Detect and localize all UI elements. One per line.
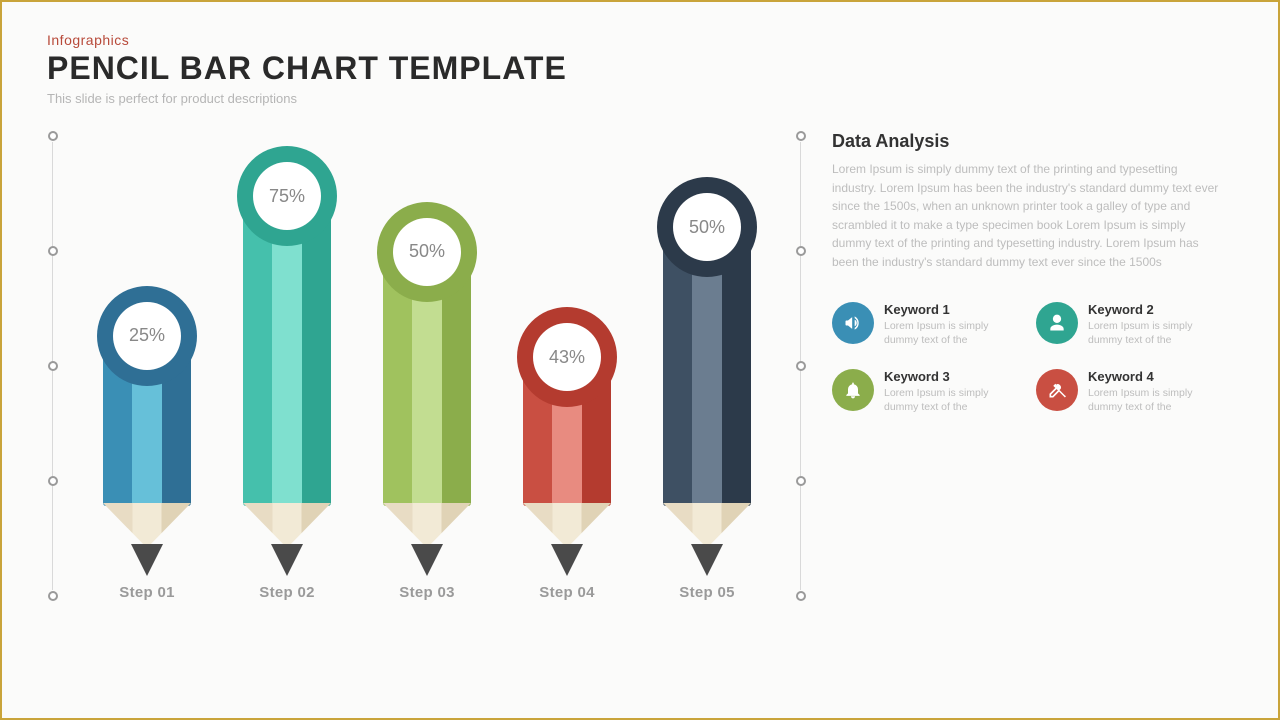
pencil-value-ring: 50% — [657, 177, 757, 277]
keyword-title: Keyword 4 — [1088, 369, 1222, 384]
keyword-title: Keyword 2 — [1088, 302, 1222, 317]
axis-tick — [796, 361, 806, 371]
pencil-value-label: 43% — [533, 323, 601, 391]
right-panel: Data Analysis Lorem Ipsum is simply dumm… — [832, 126, 1222, 646]
pencil-wood — [663, 503, 751, 548]
step-label: Step 02 — [259, 584, 314, 601]
keyword-desc: Lorem Ipsum is simply dummy text of the — [884, 386, 1018, 414]
header: Infographics PENCIL BAR CHART TEMPLATE T… — [47, 32, 1233, 106]
axis-tick — [48, 591, 58, 601]
pencil-value-ring: 25% — [97, 286, 197, 386]
subtitle: This slide is perfect for product descri… — [47, 91, 1233, 106]
pencil-column: 43% Step 04 — [502, 307, 632, 601]
keyword-item: Keyword 1 Lorem Ipsum is simply dummy te… — [832, 302, 1018, 347]
analysis-body: Lorem Ipsum is simply dummy text of the … — [832, 160, 1222, 272]
pencil-wood — [243, 503, 331, 548]
keyword-title: Keyword 1 — [884, 302, 1018, 317]
axis-tick — [48, 131, 58, 141]
user-icon — [1036, 302, 1078, 344]
pencil-value-label: 50% — [673, 193, 741, 261]
pencil-bar: 25% — [103, 286, 191, 577]
pencil-tip — [271, 544, 303, 576]
bars-container: 25% Step 01 75% Step 02 50% Step 03 43% Step 04… — [77, 126, 777, 646]
overline: Infographics — [47, 32, 1233, 48]
pencil-wood — [523, 503, 611, 548]
pencil-wood — [103, 503, 191, 548]
axis-tick — [48, 246, 58, 256]
pencil-bar-chart: 25% Step 01 75% Step 02 50% Step 03 43% Step 04… — [47, 126, 807, 646]
tools-icon — [1036, 369, 1078, 411]
pencil-value-label: 75% — [253, 162, 321, 230]
analysis-title: Data Analysis — [832, 131, 1222, 152]
pencil-column: 75% Step 02 — [222, 146, 352, 601]
axis-tick — [796, 131, 806, 141]
step-label: Step 01 — [119, 584, 174, 601]
pencil-column: 50% Step 03 — [362, 202, 492, 601]
axis-tick — [796, 591, 806, 601]
pencil-bar: 50% — [383, 202, 471, 576]
pencil-tip — [691, 544, 723, 576]
step-label: Step 03 — [399, 584, 454, 601]
pencil-bar: 75% — [243, 146, 331, 576]
axis-tick — [48, 361, 58, 371]
pencil-tip — [551, 544, 583, 576]
axis-tick — [48, 476, 58, 486]
pencil-bar: 50% — [663, 177, 751, 576]
pencil-wood — [383, 503, 471, 548]
pencil-tip — [131, 544, 163, 576]
pencil-value-ring: 43% — [517, 307, 617, 407]
megaphone-icon — [832, 302, 874, 344]
keyword-desc: Lorem Ipsum is simply dummy text of the — [1088, 386, 1222, 414]
step-label: Step 04 — [539, 584, 594, 601]
axis-right — [795, 136, 807, 596]
step-label: Step 05 — [679, 584, 734, 601]
axis-tick — [796, 246, 806, 256]
keyword-desc: Lorem Ipsum is simply dummy text of the — [884, 319, 1018, 347]
page-title: PENCIL BAR CHART TEMPLATE — [47, 50, 1233, 87]
bell-icon — [832, 369, 874, 411]
pencil-column: 50% Step 05 — [642, 177, 772, 601]
keyword-grid: Keyword 1 Lorem Ipsum is simply dummy te… — [832, 302, 1222, 415]
keyword-item: Keyword 4 Lorem Ipsum is simply dummy te… — [1036, 369, 1222, 414]
keyword-title: Keyword 3 — [884, 369, 1018, 384]
axis-tick — [796, 476, 806, 486]
axis-left — [47, 136, 59, 596]
pencil-tip — [411, 544, 443, 576]
pencil-value-ring: 50% — [377, 202, 477, 302]
keyword-desc: Lorem Ipsum is simply dummy text of the — [1088, 319, 1222, 347]
keyword-item: Keyword 2 Lorem Ipsum is simply dummy te… — [1036, 302, 1222, 347]
pencil-value-label: 25% — [113, 302, 181, 370]
pencil-value-ring: 75% — [237, 146, 337, 246]
pencil-column: 25% Step 01 — [82, 286, 212, 602]
pencil-value-label: 50% — [393, 218, 461, 286]
pencil-bar: 43% — [523, 307, 611, 576]
keyword-item: Keyword 3 Lorem Ipsum is simply dummy te… — [832, 369, 1018, 414]
